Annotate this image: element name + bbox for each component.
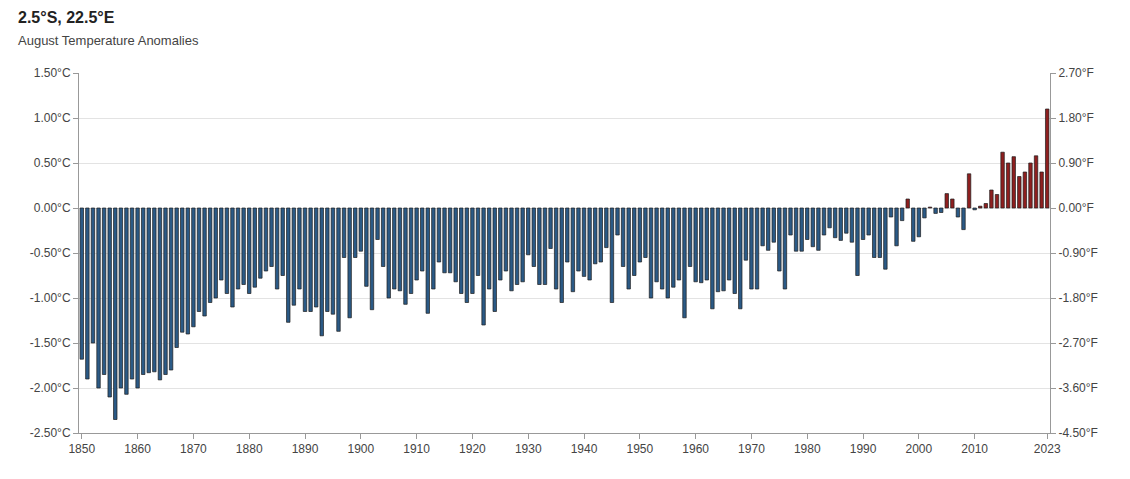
svg-text:August Temperature Anomalies: August Temperature Anomalies (18, 33, 199, 48)
svg-text:1910: 1910 (403, 442, 430, 456)
svg-text:-2.50°C: -2.50°C (30, 426, 71, 440)
svg-text:1870: 1870 (180, 442, 207, 456)
svg-text:-2.00°C: -2.00°C (30, 381, 71, 395)
svg-text:-1.50°C: -1.50°C (30, 336, 71, 350)
svg-text:1990: 1990 (850, 442, 877, 456)
svg-text:0.50°C: 0.50°C (34, 156, 71, 170)
svg-text:-2.70°F: -2.70°F (1058, 336, 1097, 350)
svg-text:0.00°C: 0.00°C (34, 201, 71, 215)
svg-text:1980: 1980 (794, 442, 821, 456)
svg-text:1960: 1960 (682, 442, 709, 456)
svg-text:2000: 2000 (906, 442, 933, 456)
svg-text:1.80°F: 1.80°F (1058, 111, 1093, 125)
svg-text:1860: 1860 (124, 442, 151, 456)
svg-text:1890: 1890 (292, 442, 319, 456)
svg-text:2.5°S, 22.5°E: 2.5°S, 22.5°E (18, 9, 115, 26)
svg-text:1940: 1940 (571, 442, 598, 456)
svg-text:-0.50°C: -0.50°C (30, 246, 71, 260)
svg-text:1850: 1850 (68, 442, 95, 456)
svg-text:1880: 1880 (236, 442, 263, 456)
svg-text:1970: 1970 (738, 442, 765, 456)
svg-text:-3.60°F: -3.60°F (1058, 381, 1097, 395)
svg-text:1.00°C: 1.00°C (34, 111, 71, 125)
svg-text:-0.90°F: -0.90°F (1058, 246, 1097, 260)
svg-text:1950: 1950 (626, 442, 653, 456)
svg-text:-1.80°F: -1.80°F (1058, 291, 1097, 305)
svg-text:0.90°F: 0.90°F (1058, 156, 1093, 170)
svg-text:1900: 1900 (347, 442, 374, 456)
svg-text:2.70°F: 2.70°F (1058, 66, 1093, 80)
svg-text:1930: 1930 (515, 442, 542, 456)
svg-text:1920: 1920 (459, 442, 486, 456)
svg-text:0.00°F: 0.00°F (1058, 201, 1093, 215)
svg-text:1.50°C: 1.50°C (34, 66, 71, 80)
svg-text:2010: 2010 (961, 442, 988, 456)
svg-text:2023: 2023 (1034, 442, 1061, 456)
svg-text:-4.50°F: -4.50°F (1058, 426, 1097, 440)
svg-text:-1.00°C: -1.00°C (30, 291, 71, 305)
